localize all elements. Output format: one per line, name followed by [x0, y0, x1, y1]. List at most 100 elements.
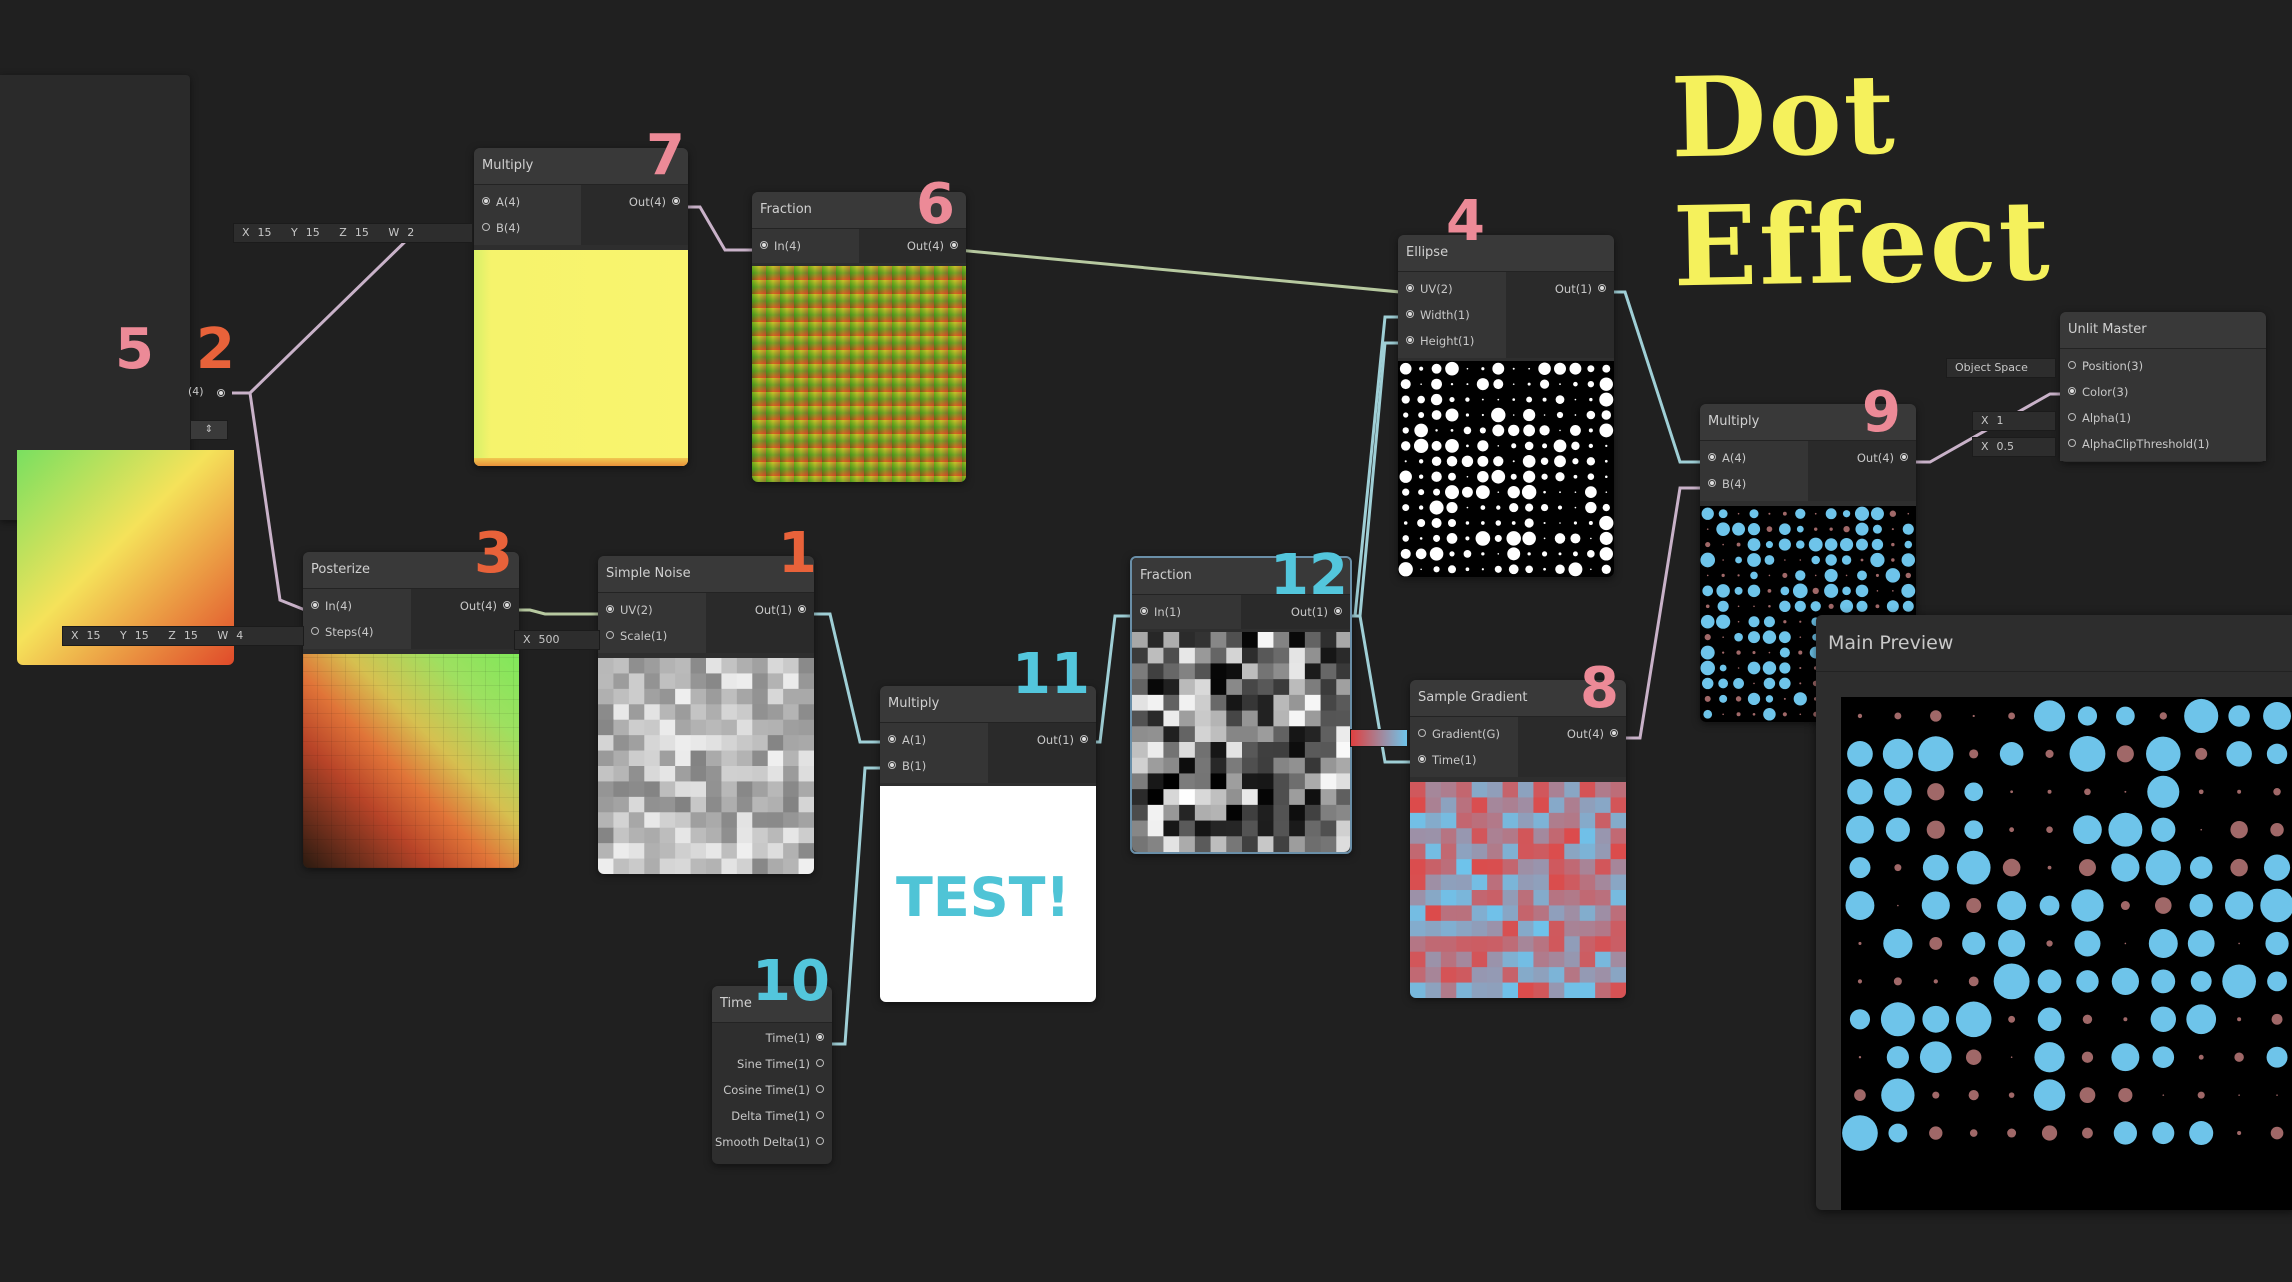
fraction-cell	[1336, 647, 1350, 664]
wire-noise-multiply11	[803, 612, 888, 744]
port-gradient[interactable]: Gradient(G)	[1410, 721, 1518, 747]
port-position[interactable]: Position(3)	[2060, 353, 2266, 379]
main-preview-dot	[2041, 1125, 2058, 1141]
noise-cell	[659, 781, 676, 798]
fraction-cell	[1273, 789, 1290, 806]
port-in[interactable]: In(4)	[303, 593, 411, 619]
port-out[interactable]: Out(1)	[1506, 276, 1614, 302]
port-out[interactable]: Out(1)	[988, 727, 1096, 753]
port-b[interactable]: B(4)	[474, 215, 581, 241]
fraction-cell	[1242, 742, 1259, 759]
noise-cell	[752, 843, 769, 860]
multiply9-dot	[1748, 616, 1760, 628]
ellipse-dot	[1542, 397, 1547, 402]
node-fraction-12[interactable]: Fraction In(1) Out(1)	[1130, 556, 1352, 854]
node-time-10[interactable]: Time Time(1) Sine Time(1) Cosine Time(1)…	[712, 986, 832, 1164]
ellipse-dot	[1435, 429, 1438, 432]
port-delta-time[interactable]: Delta Time(1)	[712, 1103, 832, 1129]
gradient-cell	[1610, 951, 1626, 968]
noise-cell	[598, 658, 614, 674]
port-uv[interactable]: UV(2)	[598, 597, 706, 623]
main-preview-dot	[1929, 937, 1943, 950]
port-b[interactable]: B(4)	[1700, 471, 1808, 497]
gradient-cell	[1425, 967, 1442, 984]
port-alpha-clip[interactable]: AlphaClipThreshold(1)	[2060, 431, 2266, 457]
port-width[interactable]: Width(1)	[1398, 302, 1506, 328]
main-preview-window[interactable]: Main Preview	[1816, 615, 2292, 1210]
node-multiply-7[interactable]: Multiply A(4) B(4) Out(4)	[474, 148, 688, 466]
multiply9-dot	[1828, 603, 1834, 609]
port-a[interactable]: A(1)	[880, 727, 988, 753]
gradient-cell	[1471, 828, 1488, 845]
port-out[interactable]: Out(1)	[1241, 599, 1350, 625]
noise-cell	[706, 750, 722, 767]
node-unlit-master[interactable]: Unlit Master Position(3) Color(3) Alpha(…	[2060, 312, 2266, 462]
port-steps[interactable]: Steps(4)	[303, 619, 411, 645]
multiply9-dot	[1814, 574, 1817, 577]
port-sine-time[interactable]: Sine Time(1)	[712, 1051, 832, 1077]
port-out[interactable]: Out(4)	[859, 233, 966, 259]
port-a[interactable]: A(4)	[474, 189, 581, 215]
noise-cell	[706, 812, 722, 829]
node-ellipse-4[interactable]: Ellipse UV(2) Width(1) Height(1) Out(1)	[1398, 235, 1614, 577]
ellipse-dot	[1604, 459, 1608, 463]
fraction-cell	[1147, 757, 1164, 774]
port-in[interactable]: In(4)	[752, 233, 859, 259]
node-fraction-6[interactable]: Fraction In(4) Out(4)	[752, 192, 966, 482]
multiply9-dot	[1762, 661, 1777, 675]
fraction-cell	[1226, 632, 1243, 649]
alpha-clip-field[interactable]: X 0.5	[1972, 437, 2056, 457]
main-preview-dot	[1926, 820, 1945, 839]
port-height[interactable]: Height(1)	[1398, 328, 1506, 354]
port-a[interactable]: A(4)	[1700, 445, 1808, 471]
main-preview-dot	[2010, 1056, 2013, 1059]
node-sample-gradient-8[interactable]: Sample Gradient Gradient(G) Time(1) Out(…	[1410, 680, 1626, 998]
port-out[interactable]: Out(4)	[411, 593, 519, 619]
port-uv[interactable]: UV(2)	[1398, 276, 1506, 302]
node-multiply-11[interactable]: Multiply A(1) B(1) Out(1) TEST!	[880, 686, 1096, 1002]
noise-cell	[690, 827, 707, 844]
node-simple-noise-1[interactable]: Simple Noise UV(2) Scale(1) Out(1)	[598, 556, 814, 874]
gradient-cell	[1579, 843, 1596, 860]
port-time[interactable]: Time(1)	[712, 1025, 832, 1051]
uv-dropdown[interactable]: ⇕	[190, 420, 228, 440]
gradient-cell	[1579, 812, 1596, 829]
port-scale[interactable]: Scale(1)	[598, 623, 706, 649]
port-out[interactable]: Out(4)	[1808, 445, 1916, 471]
port-alpha[interactable]: Alpha(1)	[2060, 405, 2266, 431]
fraction-cell	[1194, 679, 1212, 696]
multiply9-dot	[1829, 527, 1833, 531]
node-posterize-3[interactable]: Posterize In(4) Steps(4) Out(4)	[303, 552, 519, 868]
port-out[interactable]: Out(4)	[581, 189, 688, 215]
multiply9-dot	[1824, 538, 1838, 551]
port-out[interactable]: Out(1)	[706, 597, 814, 623]
port-b[interactable]: B(1)	[880, 753, 988, 779]
uv-output-port[interactable]	[217, 389, 225, 397]
main-preview-dot	[1933, 979, 1938, 984]
noise-cell	[659, 843, 676, 860]
port-color[interactable]: Color(3)	[2060, 379, 2266, 405]
gradient-swatch-field[interactable]	[1350, 729, 1408, 747]
ellipse-dot	[1446, 456, 1458, 467]
gradient-cell	[1410, 797, 1426, 814]
ellipse-dot	[1480, 505, 1486, 510]
port-cosine-time[interactable]: Cosine Time(1)	[712, 1077, 832, 1103]
ellipse-dot	[1400, 379, 1411, 390]
gradient-cell	[1533, 920, 1550, 937]
position-space-dropdown[interactable]: Object Space	[1946, 358, 2056, 378]
gradient-cell	[1610, 905, 1626, 922]
node-uv-panel[interactable]	[0, 75, 190, 520]
multiply9-dot	[1855, 522, 1869, 536]
fraction-cell	[1132, 679, 1149, 696]
port-time[interactable]: Time(1)	[1410, 747, 1518, 773]
port-smooth-delta[interactable]: Smooth Delta(1)	[712, 1129, 832, 1155]
port-in[interactable]: In(1)	[1132, 599, 1241, 625]
scale-field-noise[interactable]: X 500	[514, 630, 600, 650]
fraction-cell	[1210, 726, 1227, 743]
uv-output-label: (4)	[188, 385, 204, 398]
gradient-cell	[1425, 859, 1442, 876]
port-out[interactable]: Out(4)	[1518, 721, 1626, 747]
